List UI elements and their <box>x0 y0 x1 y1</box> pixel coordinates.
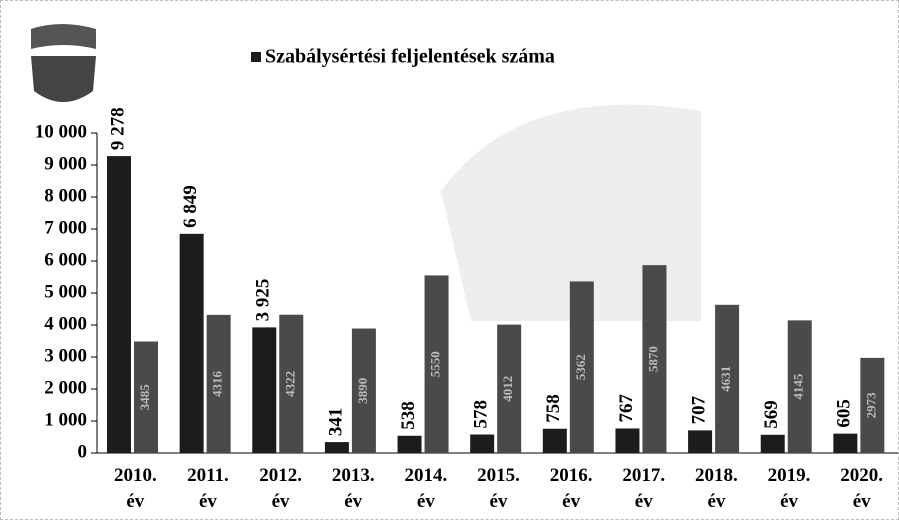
y-tick-label: 5 000 <box>44 281 87 302</box>
bar <box>787 320 812 453</box>
y-tick-label: 9 000 <box>44 153 87 174</box>
x-tick-label: 2010. év <box>113 465 157 512</box>
x-tick-label: 2020. év <box>840 465 884 512</box>
bar <box>470 434 495 453</box>
legend-label: Szabálysértési feljelentések száma <box>265 46 555 68</box>
value-label: 578 <box>471 400 492 429</box>
bar <box>715 304 740 453</box>
x-tick-label: 2018. év <box>695 465 738 512</box>
bar <box>688 430 713 453</box>
bar <box>833 433 858 453</box>
value-label: 9 278 <box>107 107 128 150</box>
bar <box>760 434 785 453</box>
x-tick-label: 2019. év <box>767 465 811 512</box>
value-label: 4631 <box>718 366 733 392</box>
bar <box>542 428 567 453</box>
bar <box>497 324 522 453</box>
y-tick-label: 6 000 <box>44 249 87 270</box>
value-label: 4012 <box>500 376 515 402</box>
bar <box>324 442 349 453</box>
background-emblem <box>31 24 701 321</box>
y-tick-label: 10 000 <box>35 121 87 142</box>
legend-swatch <box>251 52 261 62</box>
value-label: 3890 <box>355 378 370 404</box>
bar <box>424 275 449 453</box>
value-label: 569 <box>761 400 782 429</box>
bar <box>351 328 376 453</box>
bar <box>279 314 304 453</box>
value-label: 758 <box>543 394 564 423</box>
y-tick-label: 4 000 <box>44 313 87 334</box>
bar <box>615 428 640 453</box>
y-tick-label: 1 000 <box>44 409 87 430</box>
bar <box>206 314 231 453</box>
value-label: 341 <box>325 408 346 437</box>
value-label: 4322 <box>282 371 297 397</box>
bar <box>642 265 667 453</box>
x-tick-label: 2013. év <box>331 465 375 512</box>
bar <box>179 233 204 453</box>
value-label: 2973 <box>863 392 878 419</box>
x-tick-label: 2011. év <box>187 465 229 512</box>
background-building <box>441 104 701 321</box>
y-tick-label: 0 <box>78 441 88 462</box>
value-label: 4316 <box>210 370 225 397</box>
x-tick-label: 2015. év <box>477 465 520 512</box>
value-label: 4145 <box>791 373 806 400</box>
emblem-shield <box>31 56 96 102</box>
bar <box>860 357 885 453</box>
bar <box>134 341 158 453</box>
value-label: 538 <box>398 401 419 430</box>
bar <box>107 156 131 453</box>
x-tick-label: 2016. év <box>549 465 593 512</box>
x-tick-label: 2017. év <box>622 465 666 512</box>
x-tick-label: 2014. év <box>404 465 448 512</box>
y-tick-label: 3 000 <box>44 345 87 366</box>
value-label: 5362 <box>573 354 588 380</box>
value-label: 605 <box>834 399 855 428</box>
y-tick-label: 2 000 <box>44 377 87 398</box>
x-tick-label: 2012. év <box>259 465 302 512</box>
emblem-top <box>31 24 96 49</box>
value-label: 5550 <box>428 351 443 377</box>
y-tick-label: 8 000 <box>44 185 87 206</box>
value-label: 707 <box>688 395 709 424</box>
value-label: 6 849 <box>180 185 201 228</box>
bar <box>569 281 594 453</box>
value-label: 5870 <box>645 346 660 372</box>
y-tick-label: 7 000 <box>44 217 87 238</box>
value-label: 767 <box>616 393 637 422</box>
value-label: 3 925 <box>253 279 274 322</box>
bar <box>252 327 277 453</box>
value-label: 3485 <box>137 384 152 411</box>
bar <box>397 435 422 453</box>
